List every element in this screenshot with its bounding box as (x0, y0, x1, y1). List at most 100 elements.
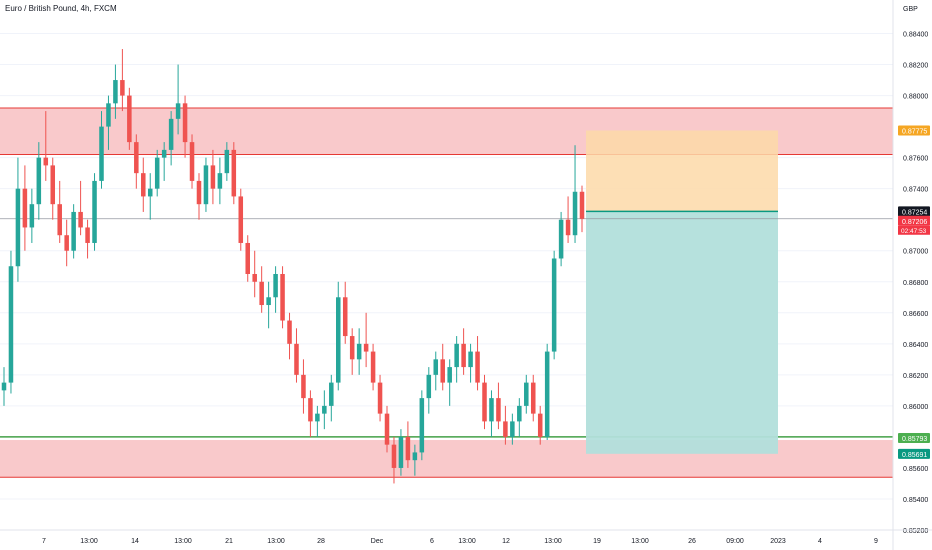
candle[interactable] (301, 374, 306, 399)
candle[interactable] (92, 180, 97, 243)
candle[interactable] (36, 157, 42, 205)
candle[interactable] (496, 398, 501, 422)
candle[interactable] (71, 211, 76, 251)
candle[interactable] (412, 452, 418, 461)
candle[interactable] (510, 421, 515, 437)
candle[interactable] (565, 219, 571, 236)
time-tick-label: 13:00 (174, 538, 192, 545)
candle[interactable] (315, 413, 320, 422)
candle[interactable] (29, 204, 35, 228)
candle[interactable] (280, 274, 285, 321)
candle[interactable] (161, 149, 167, 158)
candle[interactable] (294, 343, 299, 375)
candle[interactable] (308, 398, 313, 422)
candle[interactable] (349, 336, 355, 360)
candle[interactable] (189, 142, 195, 181)
candle[interactable] (329, 382, 334, 406)
candle[interactable] (405, 436, 411, 461)
candle[interactable] (141, 173, 146, 197)
candle[interactable] (78, 211, 83, 228)
candle[interactable] (447, 367, 452, 383)
candle[interactable] (64, 235, 69, 251)
candle[interactable] (426, 374, 432, 399)
time-tick-label: 12 (502, 538, 510, 545)
candle[interactable] (134, 142, 139, 174)
candle[interactable] (572, 191, 578, 236)
candle[interactable] (57, 204, 62, 236)
candle[interactable] (168, 118, 174, 150)
candle[interactable] (15, 188, 21, 267)
candle[interactable] (336, 297, 341, 383)
candle[interactable] (482, 382, 487, 422)
candle[interactable] (231, 149, 237, 197)
candle[interactable] (579, 191, 585, 219)
candle[interactable] (440, 359, 445, 383)
take-profit-box[interactable] (586, 211, 778, 454)
candle[interactable] (391, 444, 397, 468)
candle[interactable] (203, 165, 209, 205)
candle[interactable] (517, 405, 522, 422)
candle[interactable] (530, 382, 536, 414)
candle[interactable] (370, 351, 376, 383)
candle[interactable] (287, 320, 292, 344)
candle[interactable] (377, 382, 383, 414)
candle[interactable] (210, 165, 216, 189)
candle[interactable] (551, 258, 557, 352)
candle[interactable] (475, 351, 480, 383)
candle[interactable] (356, 343, 362, 360)
candle[interactable] (503, 421, 508, 437)
candle[interactable] (558, 219, 564, 259)
candle[interactable] (127, 95, 132, 143)
time-tick-label: 09:00 (726, 538, 744, 545)
stop-level-label-bg (898, 432, 930, 443)
candle[interactable] (363, 343, 369, 352)
candle[interactable] (43, 157, 49, 166)
stop-loss-box[interactable] (586, 130, 778, 212)
time-tick-label: 13:00 (80, 538, 98, 545)
time-tick-label: 13:00 (544, 538, 562, 545)
candle[interactable] (106, 103, 111, 127)
candle[interactable] (120, 80, 125, 96)
candle[interactable] (419, 398, 425, 453)
candle[interactable] (113, 80, 118, 104)
price-tick-label: 0.87000 (903, 249, 928, 256)
candle[interactable] (238, 196, 244, 243)
candle[interactable] (182, 103, 188, 143)
candle[interactable] (217, 173, 223, 189)
candle[interactable] (50, 165, 56, 205)
candle[interactable] (8, 266, 14, 383)
candle[interactable] (85, 227, 90, 243)
candle[interactable] (342, 297, 348, 337)
price-tick-label: 0.88000 (903, 94, 928, 101)
candle[interactable] (175, 103, 181, 119)
price-tick-label: 0.88200 (903, 63, 928, 70)
candle[interactable] (252, 274, 257, 282)
candle[interactable] (266, 297, 271, 306)
candle[interactable] (273, 274, 278, 298)
candle[interactable] (544, 351, 550, 437)
candle[interactable] (154, 157, 160, 189)
candle[interactable] (224, 149, 230, 174)
candle[interactable] (147, 188, 153, 197)
candle[interactable] (524, 382, 529, 406)
candle[interactable] (1, 382, 7, 391)
candle[interactable] (22, 188, 28, 228)
candle[interactable] (99, 126, 104, 181)
current-price-label-bg (898, 215, 930, 226)
candle[interactable] (454, 343, 459, 368)
candle[interactable] (259, 281, 264, 306)
candle[interactable] (468, 351, 473, 368)
candle[interactable] (461, 343, 466, 368)
price-tick-label: 0.88400 (903, 32, 928, 39)
price-tick-label: 0.85200 (903, 528, 928, 535)
candle[interactable] (398, 436, 404, 468)
candle[interactable] (433, 359, 439, 375)
candle[interactable] (245, 242, 250, 274)
candle[interactable] (489, 398, 494, 422)
candle[interactable] (196, 180, 202, 205)
candle[interactable] (384, 413, 390, 445)
candle[interactable] (322, 405, 327, 414)
candle[interactable] (537, 413, 543, 437)
time-tick-label: 7 (42, 538, 46, 545)
